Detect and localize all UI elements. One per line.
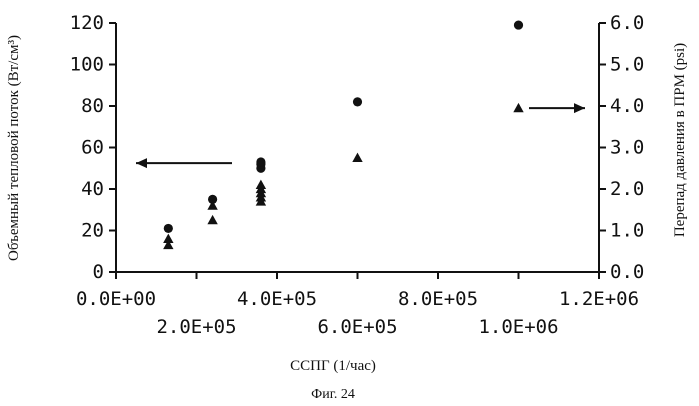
tick-labels: 0 20 40 60 80 100 120 0.0 1.0 2.0 3.0 4.0 5.0 6.0 0.0E… — [70, 12, 645, 338]
x-axis-title: ССПГ (1/час) — [290, 358, 376, 374]
point-triangle — [513, 103, 523, 112]
y-tick-label-left: 60 — [81, 137, 104, 159]
y-tick-label-left: 120 — [70, 12, 104, 34]
x-tick-label-top: 4.0E+05 — [237, 288, 317, 310]
x-tick-label-top: 1.2E+06 — [559, 288, 639, 310]
right-axis-arrow — [529, 103, 585, 113]
y-tick-label-left: 80 — [81, 95, 104, 117]
figure-caption: Фиг. 24 — [311, 387, 355, 402]
arrow-head — [136, 158, 147, 168]
point-triangle — [163, 234, 173, 243]
y-tick-label-right: 6.0 — [610, 12, 644, 34]
arrow-head — [574, 103, 585, 113]
axes — [109, 23, 606, 279]
data-points — [163, 20, 524, 249]
y-tick-label-left: 100 — [70, 54, 104, 76]
x-tick-label-bottom: 1.0E+06 — [478, 316, 558, 338]
point-circle — [256, 157, 265, 166]
point-circle — [164, 224, 173, 233]
point-triangle — [207, 215, 217, 224]
y-axis-title-right: Перепад давления в ПРМ (psi) — [672, 43, 688, 237]
y-tick-label-right: 4.0 — [610, 95, 644, 117]
y-tick-label-left: 40 — [81, 178, 104, 200]
y-tick-label-right: 2.0 — [610, 178, 644, 200]
point-circle — [353, 97, 362, 106]
left-axis-arrow — [136, 158, 232, 168]
x-tick-label-bottom: 6.0E+05 — [317, 316, 397, 338]
y-axis-title-left: Объемный тепловой поток (Вт/см³) — [6, 35, 22, 261]
y-tick-label-right: 1.0 — [610, 220, 644, 242]
y-tick-label-right: 5.0 — [610, 54, 644, 76]
point-triangle — [352, 153, 362, 162]
y-tick-label-left: 20 — [81, 220, 104, 242]
x-tick-label-top: 8.0E+05 — [398, 288, 478, 310]
x-tick-label-top: 0.0E+00 — [76, 288, 156, 310]
y-tick-label-right: 3.0 — [610, 137, 644, 159]
point-circle — [514, 20, 523, 29]
y-tick-label-left: 0 — [93, 261, 104, 283]
x-tick-label-bottom: 2.0E+05 — [156, 316, 236, 338]
y-tick-label-right: 0.0 — [610, 261, 644, 283]
point-triangle — [256, 180, 266, 189]
